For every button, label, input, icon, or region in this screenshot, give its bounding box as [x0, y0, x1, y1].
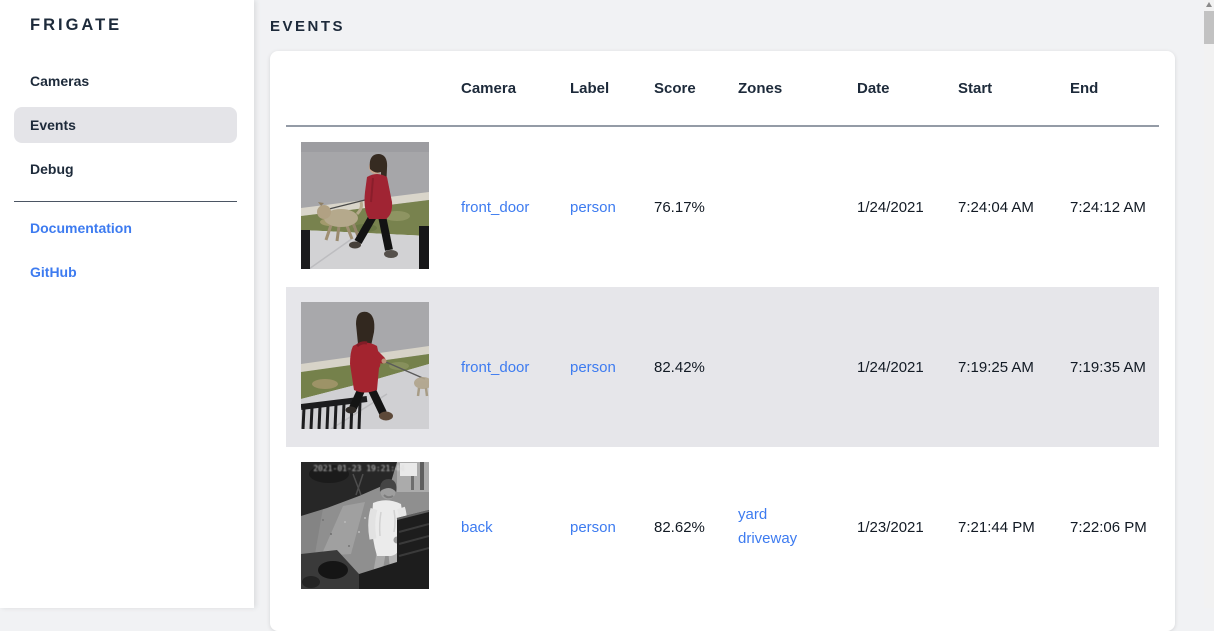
events-table: Camera Label Score Zones Date Start End — [286, 51, 1159, 607]
events-card: Camera Label Score Zones Date Start End — [270, 51, 1175, 631]
scroll-up-arrow-icon[interactable] — [1206, 2, 1212, 7]
main-content: EVENTS Camera Label Score Zones Date Sta… — [254, 0, 1203, 631]
column-header-label: Label — [570, 51, 654, 127]
column-header-camera: Camera — [461, 51, 570, 127]
thumbnail-scene-night-infrared: 2021-01-23 19:21:44 — [301, 461, 429, 589]
camera-link[interactable]: front_door — [461, 198, 530, 216]
sidebar-divider — [14, 201, 237, 202]
event-thumbnail-3[interactable]: 2021-01-23 19:21:44 — [286, 461, 429, 589]
column-header-zones: Zones — [738, 51, 857, 127]
column-header-end: End — [1070, 51, 1159, 127]
sidebar-item-events[interactable]: Events — [14, 107, 237, 143]
score-cell: 82.62% — [654, 518, 705, 536]
column-header-start: Start — [958, 51, 1070, 127]
app-logo[interactable]: FRIGATE — [30, 16, 123, 34]
zones-cell — [738, 126, 857, 287]
start-cell: 7:24:04 AM — [958, 198, 1034, 216]
zone-link-driveway[interactable]: driveway — [738, 530, 798, 547]
thumbnail-scene-red-hoodie-dog — [301, 301, 429, 429]
person-figure — [349, 153, 398, 258]
sidebar-item-debug[interactable]: Debug — [30, 161, 74, 177]
column-header-date: Date — [857, 51, 958, 127]
zones-cell — [738, 287, 857, 447]
event-row-1: front_door person 76.17% 1/24/2021 7:24:… — [286, 126, 1159, 287]
camera-link[interactable]: front_door — [461, 358, 530, 376]
date-cell: 1/24/2021 — [857, 287, 958, 447]
sidebar-external-links: Documentation GitHub — [0, 210, 254, 290]
zone-link-yard[interactable]: yard — [738, 506, 768, 523]
sidebar-link-github[interactable]: GitHub — [30, 264, 77, 280]
start-cell: 7:21:44 PM — [958, 518, 1035, 536]
end-cell: 7:19:35 AM — [1070, 287, 1159, 447]
dog-figure — [317, 201, 363, 241]
page-title: EVENTS — [270, 18, 346, 35]
end-cell: 7:22:06 PM — [1070, 518, 1147, 536]
label-link[interactable]: person — [570, 198, 616, 216]
date-cell: 1/24/2021 — [857, 198, 924, 216]
dog-figure — [414, 376, 429, 396]
sidebar: FRIGATE Cameras Events Debug Documentati… — [0, 0, 254, 608]
table-header-row: Camera Label Score Zones Date Start End — [286, 51, 1159, 127]
sidebar-link-documentation[interactable]: Documentation — [30, 220, 132, 236]
sidebar-item-cameras[interactable]: Cameras — [30, 73, 90, 89]
column-header-score: Score — [654, 51, 738, 127]
column-header-thumbnail — [286, 51, 461, 127]
event-thumbnail-1[interactable] — [286, 141, 429, 269]
label-link[interactable]: person — [570, 358, 616, 376]
zones-cell: yard driveway — [738, 447, 857, 607]
event-row-2-selected: front_door person 82.42% 1/24/2021 7:19:… — [286, 287, 1159, 447]
person-figure — [345, 311, 393, 420]
label-link[interactable]: person — [570, 518, 616, 536]
thumbnail-scene-red-coat-dog — [301, 141, 429, 269]
page-scrollbar[interactable] — [1204, 0, 1214, 608]
camera-link[interactable]: back — [461, 518, 493, 536]
event-row-3: 2021-01-23 19:21:44 — [286, 447, 1159, 607]
score-cell: 82.42% — [654, 287, 738, 447]
score-cell: 76.17% — [654, 198, 705, 216]
thumbnail-timestamp-overlay: 2021-01-23 19:21:44 — [313, 464, 405, 473]
date-cell: 1/23/2021 — [857, 518, 924, 536]
scrollbar-thumb[interactable] — [1204, 11, 1214, 44]
start-cell: 7:19:25 AM — [958, 287, 1070, 447]
event-thumbnail-2[interactable] — [286, 301, 429, 429]
sidebar-nav: Cameras Events Debug — [0, 63, 254, 187]
end-cell: 7:24:12 AM — [1070, 198, 1146, 216]
